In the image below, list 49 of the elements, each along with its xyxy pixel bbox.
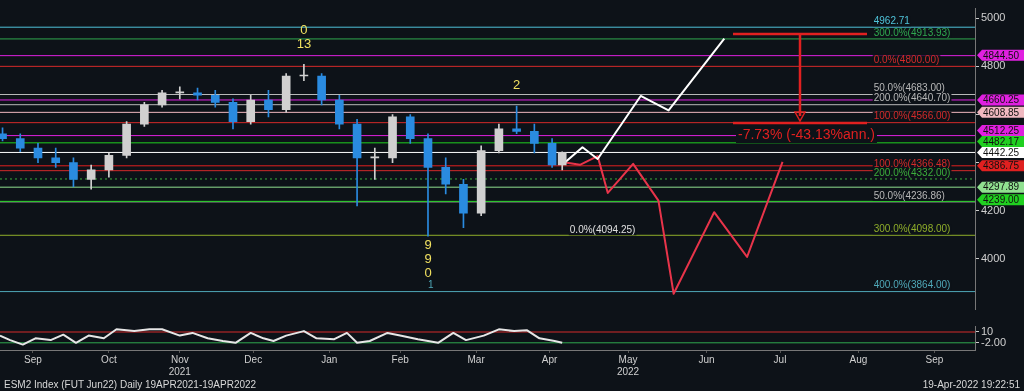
annotation: 0.0%(4094.25) [569,223,636,235]
annotation: 9 [424,251,432,267]
x-tick-label: Oct [101,353,117,365]
x-tick-label: Sep [24,353,43,365]
annotation: 0 [424,265,432,281]
annotation: 9 [424,237,432,253]
y-tick-label: 4000 [981,251,1006,264]
y-tick-label: 4800 [981,59,1006,72]
annotation: 400.0%(3864.00) [873,279,951,291]
x-tick-label: Mar [467,353,486,365]
x-tick-label: Nov 2021 [168,353,192,377]
annotation: 50.0%(4236.86) [873,189,945,201]
annotation: 13 [296,35,312,51]
ref-line-label: 4844.50 [983,49,1020,61]
ref-line-label: 4512.25 [983,124,1020,136]
annotation: 300.0%(4913.93) [873,26,951,38]
x-tick-label: Jun [698,353,715,365]
annotation: 0.0%(4800.00) [873,54,940,66]
annotation: 200.0%(4640.70) [873,92,951,104]
text: ESM2 Index (FUT Jun22) Daily 19APR2021-19APR2022 [4,378,257,390]
x-tick-label: Dec [244,353,263,365]
candlestick [370,147,380,180]
annotation: 4962.71 [873,14,911,26]
x-tick-label: Apr [541,353,558,365]
ref-line-label: 4482.17 [983,135,1020,147]
ref-line-label: 4660.25 [983,94,1020,106]
y-tick-label: 5000 [981,11,1006,24]
y-tick-label: -2.00 [981,335,1007,348]
ref-line-label: 4386.75 [983,160,1020,172]
ref-line-label: 4442.25 [983,146,1020,158]
annotation: 50.0%(4683.00) [873,82,945,94]
x-tick-label: Sep [925,353,944,365]
x-tick-label: Jul [773,353,787,365]
x-tick-label: Feb [391,353,410,365]
ref-line-label: 4239.00 [983,193,1020,205]
x-tick-label: Jan [321,353,338,365]
ref-line-label: 4297.89 [983,181,1020,193]
text: 19-Apr-2022 19:22:51 [922,378,1021,390]
annotation: -7.73% (-43.13%ann.) [738,125,875,142]
annotation: 100.0%(4566.00) [873,110,951,122]
annotation: 1 [427,279,434,291]
x-tick-label: Aug [849,353,868,365]
annotation: 2 [513,77,521,93]
y-tick-label: 10 [981,325,994,338]
ref-line-label: 4608.85 [983,106,1020,118]
annotation: 300.0%(4098.00) [873,223,951,235]
x-tick-label: May 2022 [616,353,640,377]
candlestick [175,86,185,100]
y-tick-label: 4200 [981,203,1006,216]
